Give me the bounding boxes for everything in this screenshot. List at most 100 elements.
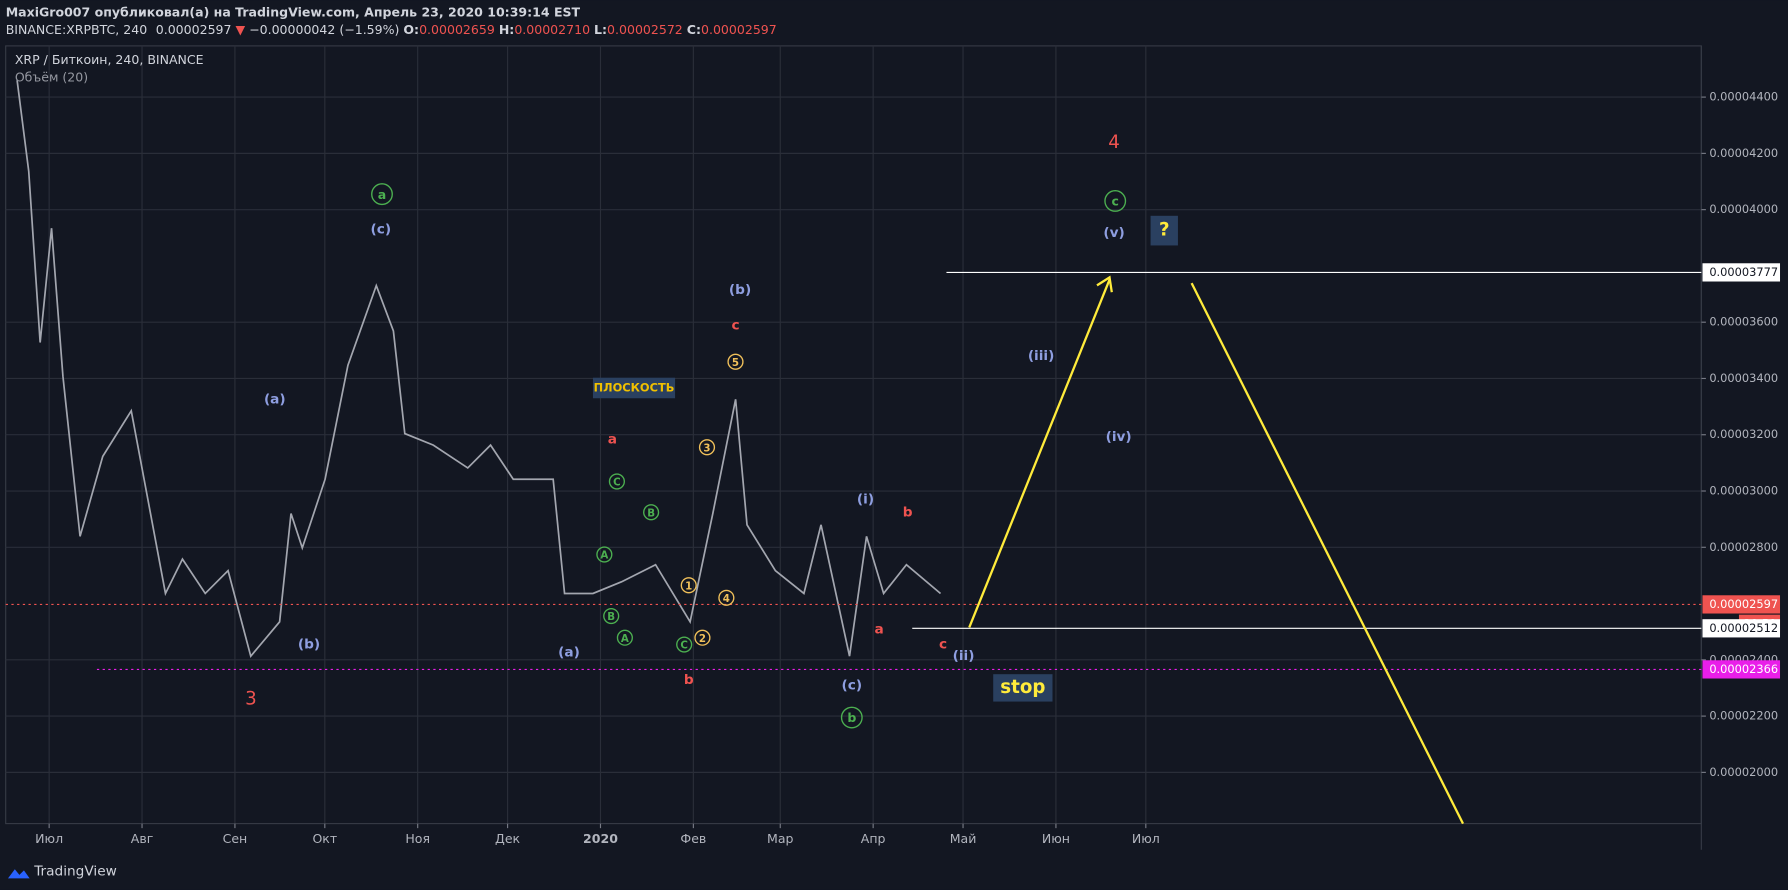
plot bbox=[5, 80, 1702, 670]
axes: 0.00004400 0.00004200 0.00004000 0.00003600… bbox=[35, 90, 1781, 846]
chart-title: XRP / Биткоин, 240, BINANCE bbox=[15, 52, 204, 67]
price-label: 0.00002366 bbox=[1709, 662, 1778, 676]
note: stop bbox=[1000, 677, 1045, 698]
footer: TradingView bbox=[33, 863, 117, 879]
wave-label: 1 bbox=[685, 580, 692, 592]
wave-label: (a) bbox=[264, 391, 286, 407]
price-label-bg bbox=[1702, 619, 1781, 638]
wave-label: B bbox=[607, 611, 615, 623]
wave-label: 5 bbox=[732, 357, 739, 369]
note-box bbox=[1150, 215, 1178, 246]
x-tick-label: Мар bbox=[767, 831, 793, 846]
price-label-bg bbox=[1702, 263, 1781, 282]
wave-circle bbox=[694, 629, 711, 646]
note-box bbox=[993, 674, 1053, 702]
wave-label: b bbox=[903, 504, 913, 520]
y-tick-label: 0.00003400 bbox=[1709, 371, 1778, 385]
indicator-label: Объём (20) bbox=[15, 69, 88, 84]
change: −0.00000042 (−1.59%) bbox=[249, 21, 399, 36]
wave-label: 3 bbox=[245, 688, 257, 709]
h: 0.00002710 bbox=[514, 21, 590, 36]
wave-label: b bbox=[847, 710, 856, 725]
l: 0.00002572 bbox=[607, 21, 683, 36]
o-label: O: bbox=[403, 21, 419, 36]
wave-circle bbox=[718, 589, 735, 606]
wave-label: (c) bbox=[371, 221, 392, 237]
wave-label: C bbox=[680, 640, 688, 652]
symbol: BINANCE:XRPBTC, 240 bbox=[6, 21, 148, 36]
wave-label: B bbox=[647, 507, 655, 519]
quote-line: BINANCE:XRPBTC, 240 0.00002597 ▼ −0.0000… bbox=[6, 21, 777, 36]
o: 0.00002659 bbox=[419, 21, 495, 36]
wave-label: c bbox=[731, 317, 739, 333]
wave-circle bbox=[1104, 190, 1127, 212]
annotations: (a)(b)3a(c)(a)ПЛОСКОСТЬaCBABAC12345b(b)c… bbox=[245, 132, 1178, 729]
wave-label: a bbox=[608, 431, 617, 447]
x-tick-label: Дек bbox=[495, 831, 520, 846]
wave-label: c bbox=[939, 637, 947, 653]
note-box bbox=[592, 377, 676, 399]
wave-label: (i) bbox=[857, 492, 874, 508]
wave-label: C bbox=[613, 477, 621, 489]
grid bbox=[5, 45, 1702, 824]
wave-circle bbox=[643, 504, 660, 521]
y-tick-label: 0.00003600 bbox=[1709, 315, 1778, 329]
price-label: 0.00002597 bbox=[1709, 597, 1778, 611]
wave-circle bbox=[608, 473, 626, 490]
wave-label: 2 bbox=[699, 633, 706, 645]
wave-label: a bbox=[875, 622, 884, 638]
y-tick-label: 0.00002800 bbox=[1709, 540, 1778, 554]
wave-label: b bbox=[684, 672, 694, 688]
x-tick-label: Июл bbox=[1132, 831, 1160, 846]
wave-label: 4 bbox=[723, 593, 730, 605]
wave-label: (b) bbox=[729, 282, 751, 298]
price-line bbox=[16, 80, 942, 658]
wave-circle bbox=[596, 546, 613, 563]
note: ПЛОСКОСТЬ bbox=[594, 380, 675, 394]
x-tick-label: Апр bbox=[861, 831, 886, 846]
price-label-bg bbox=[1702, 660, 1781, 679]
x-tick-label: Ноя bbox=[405, 831, 430, 846]
h-label: H: bbox=[499, 21, 515, 36]
wave-circle bbox=[616, 629, 633, 646]
x-tick-label: Сен bbox=[223, 831, 248, 846]
wave-label: a bbox=[378, 187, 386, 202]
wave-circle bbox=[840, 706, 863, 729]
wave-label: (b) bbox=[298, 637, 320, 653]
price-label-bg bbox=[1702, 595, 1781, 614]
wave-circle bbox=[603, 607, 620, 625]
wave-circle bbox=[676, 636, 693, 653]
wave-label: (v) bbox=[1103, 225, 1124, 241]
y-tick-label: 0.00004000 bbox=[1709, 202, 1778, 216]
c: 0.00002597 bbox=[701, 21, 777, 36]
arrow: ▼ bbox=[235, 21, 245, 36]
x-tick-label: Июл bbox=[35, 831, 63, 846]
x-tick-label: Фев bbox=[680, 831, 706, 846]
x-tick-label: Июн bbox=[1042, 831, 1070, 846]
wave-circle bbox=[371, 183, 393, 206]
projection-down bbox=[1190, 282, 1465, 825]
projection-up bbox=[968, 279, 1111, 628]
y-tick-label: 0.00003000 bbox=[1709, 484, 1778, 498]
wave-label: (iii) bbox=[1028, 348, 1055, 364]
wave-label: c bbox=[1112, 194, 1119, 209]
y-tick-label: 0.00002200 bbox=[1709, 709, 1778, 723]
l-label: L: bbox=[594, 21, 607, 36]
wave-circle bbox=[680, 577, 697, 594]
x-tick-label: Авг bbox=[131, 831, 154, 846]
wave-label: (a) bbox=[558, 645, 580, 661]
y-tick-label: 0.00004200 bbox=[1709, 146, 1778, 160]
price-label: 0.00003777 bbox=[1709, 265, 1778, 279]
wave-circle bbox=[698, 439, 716, 456]
y-tick-label: 0.00002000 bbox=[1709, 765, 1778, 779]
author-line: MaxiGro007 опубликовал(а) на TradingView… bbox=[6, 4, 581, 19]
wave-label: A bbox=[600, 550, 608, 562]
price-label: 0.00002512 bbox=[1709, 621, 1778, 635]
note: ? bbox=[1159, 220, 1170, 241]
wave-label: (ii) bbox=[953, 648, 975, 664]
x-tick-label: Окт bbox=[312, 831, 337, 846]
wave-label: (c) bbox=[842, 678, 863, 694]
y-tick-label: 0.00003200 bbox=[1709, 427, 1778, 441]
